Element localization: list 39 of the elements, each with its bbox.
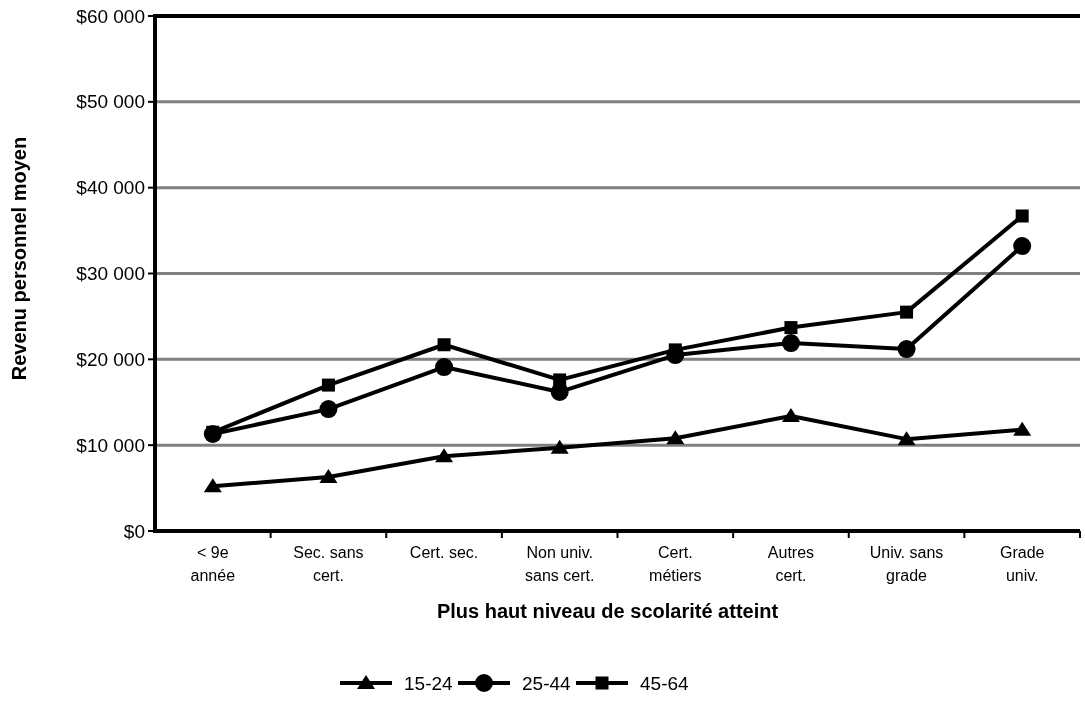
x-tick-label: Univ. sans grade <box>869 544 944 584</box>
point <box>1013 237 1032 256</box>
point <box>1015 209 1029 223</box>
x-tick-label: Grade univ. <box>999 544 1045 584</box>
x-tick-label: Sec. sans cert. <box>293 544 364 584</box>
point <box>784 321 798 335</box>
y-axis-title: Revenu personnel moyen <box>8 136 30 381</box>
point <box>666 430 685 445</box>
point <box>321 378 335 392</box>
y-tick-label: $40 000 <box>76 177 145 199</box>
y-tick-label: $10 000 <box>76 434 145 456</box>
point <box>319 468 338 483</box>
legend-label: 45-64 <box>640 672 690 694</box>
point <box>900 305 914 319</box>
point <box>203 478 222 493</box>
x-tick-label: Non univ. sans cert. <box>525 544 595 584</box>
point <box>435 448 454 463</box>
point <box>897 431 916 446</box>
y-tick-label: $60 000 <box>76 5 145 27</box>
x-tick-label: < 9e année <box>190 544 236 584</box>
legend-label: 25-44 <box>522 672 572 694</box>
point <box>437 338 451 352</box>
y-tick-label: $30 000 <box>76 263 145 285</box>
point <box>553 373 567 387</box>
point <box>319 400 338 419</box>
point <box>781 407 800 422</box>
point <box>435 358 454 377</box>
x-tick-label: Autres cert. <box>767 544 815 584</box>
y-tick-label: $20 000 <box>76 348 145 370</box>
x-tick-label: Cert. métiers <box>649 544 702 584</box>
point <box>550 439 569 454</box>
point <box>781 334 800 353</box>
y-tick-label: $50 000 <box>76 91 145 113</box>
x-tick-label: Cert. sec. <box>409 544 479 561</box>
x-axis-title: Plus haut niveau de scolarité atteint <box>436 600 779 622</box>
legend-label: 15-24 <box>404 672 454 694</box>
point <box>1013 421 1032 436</box>
point <box>897 340 916 359</box>
y-tick-label: $0 <box>123 520 145 542</box>
